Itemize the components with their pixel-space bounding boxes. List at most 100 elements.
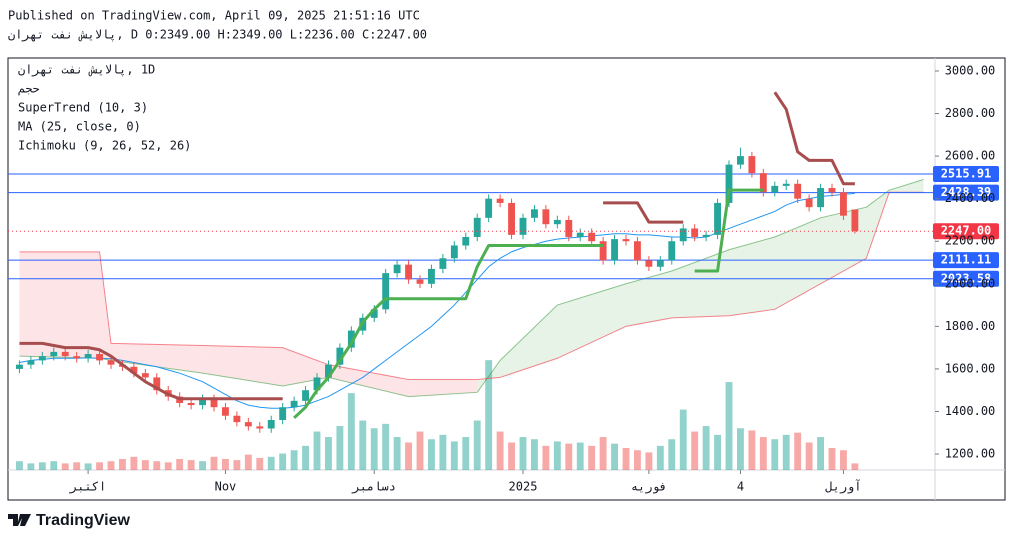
y-tick-label: 2000.00 (945, 276, 996, 290)
candle-body (737, 156, 744, 165)
price-line-tag (933, 184, 999, 201)
volume-bar (153, 461, 161, 470)
y-tick-label: 1800.00 (945, 319, 996, 333)
candle-body (107, 360, 115, 365)
legend-entry: MA (25, close, 0) (18, 120, 141, 134)
candle-body (805, 198, 813, 208)
cloud-segment (729, 236, 775, 316)
volume-bar (210, 456, 218, 470)
published-line: Published on TradingView.com, April 09, … (8, 9, 420, 23)
candle-body (370, 309, 378, 318)
candle-body (50, 351, 58, 357)
volume-bar (725, 382, 733, 470)
volume-bar (267, 456, 275, 470)
candle-body (450, 245, 458, 259)
x-tick-label: Nov (215, 480, 237, 494)
candle-body (565, 219, 573, 237)
volume-bar (279, 453, 287, 470)
last-price-tag (933, 223, 999, 240)
volume-bar (187, 460, 195, 470)
volume-bar (222, 459, 229, 470)
volume-bar (382, 423, 390, 470)
x-tick-label: اکتبر (69, 480, 106, 495)
price-line-tag (933, 252, 999, 269)
cloud-segment (774, 217, 821, 310)
candle-body (496, 198, 504, 203)
candle-body (702, 234, 710, 237)
y-tick-label: 3000.00 (945, 63, 996, 77)
candle-body (679, 228, 687, 242)
candle-body (244, 422, 252, 427)
candle-body (771, 185, 779, 193)
candle-body (428, 268, 435, 284)
price-line-label: 2111.11 (941, 253, 992, 267)
volume-bar (691, 431, 699, 470)
candle-body (828, 188, 836, 193)
brand-logo: TradingView (8, 512, 131, 529)
volume-bar (416, 431, 424, 470)
supertrend-down (19, 91, 855, 401)
volume-bar (508, 442, 515, 470)
candle-body (553, 219, 561, 225)
volume-bar (737, 428, 744, 470)
legend-entry: SuperTrend (10, 3) (18, 101, 148, 115)
volume-bar (485, 360, 493, 470)
candle-body (84, 354, 92, 359)
candle-body (290, 400, 298, 408)
candle-body (325, 364, 332, 378)
y-tick-label: 1600.00 (945, 361, 996, 375)
volume-bar (164, 462, 172, 470)
volume-bar (553, 441, 561, 470)
candle-body (393, 264, 401, 274)
y-tick-label: 2200.00 (945, 234, 996, 248)
candle-body (313, 377, 321, 391)
volume-bar (714, 434, 721, 470)
candle-body (782, 183, 790, 186)
candle-body (130, 366, 138, 374)
candle-body (96, 354, 103, 361)
candle-body (725, 164, 733, 203)
legend-entry: Ichimoku (9, 26, 52, 26) (18, 139, 191, 153)
volume-bar (599, 437, 607, 470)
volume-bar (794, 432, 802, 470)
candle-body (611, 239, 618, 261)
candle-body (73, 356, 81, 359)
candle-body (405, 264, 412, 280)
volume-bar (576, 442, 584, 470)
volume-bar (439, 434, 447, 470)
candle-body (748, 156, 756, 174)
volume-bar (565, 443, 573, 470)
legend-entry: نارهت تفن شیالاپ, 1D (18, 63, 155, 78)
candle-body (141, 373, 149, 378)
volume-bar (588, 445, 596, 470)
cloud-segment (328, 364, 409, 397)
candle-body (61, 351, 69, 357)
span-b-line (19, 191, 924, 381)
candle-body (817, 188, 824, 208)
volume-bar (656, 445, 664, 470)
candle-body (199, 398, 206, 406)
candle-body (508, 202, 515, 235)
candle-body (187, 402, 195, 406)
candle-body (656, 260, 664, 267)
volume-bar (16, 461, 23, 470)
candle-body (645, 260, 653, 267)
cloud-segment (557, 283, 626, 359)
volume-bar (244, 454, 252, 470)
volume-bar (817, 437, 824, 470)
volume-bar (336, 426, 344, 470)
volume-bar (84, 463, 92, 470)
overlay: 2515.91 2428.39 2111.11 2023.58 2247.00 نارهت… (18, 63, 999, 287)
candle-body (267, 419, 275, 429)
cloud-segment (408, 379, 478, 397)
candle-body (851, 209, 859, 232)
x-tick-label: فوریه (631, 480, 667, 495)
candle-body (691, 228, 699, 237)
volume-bar (233, 460, 241, 470)
volume-bar (462, 437, 470, 470)
volume-bar (38, 462, 46, 470)
volume-bar (622, 448, 630, 470)
candle-body (576, 232, 584, 237)
candle-body (279, 407, 287, 420)
y-tick-label: 1200.00 (945, 447, 996, 461)
